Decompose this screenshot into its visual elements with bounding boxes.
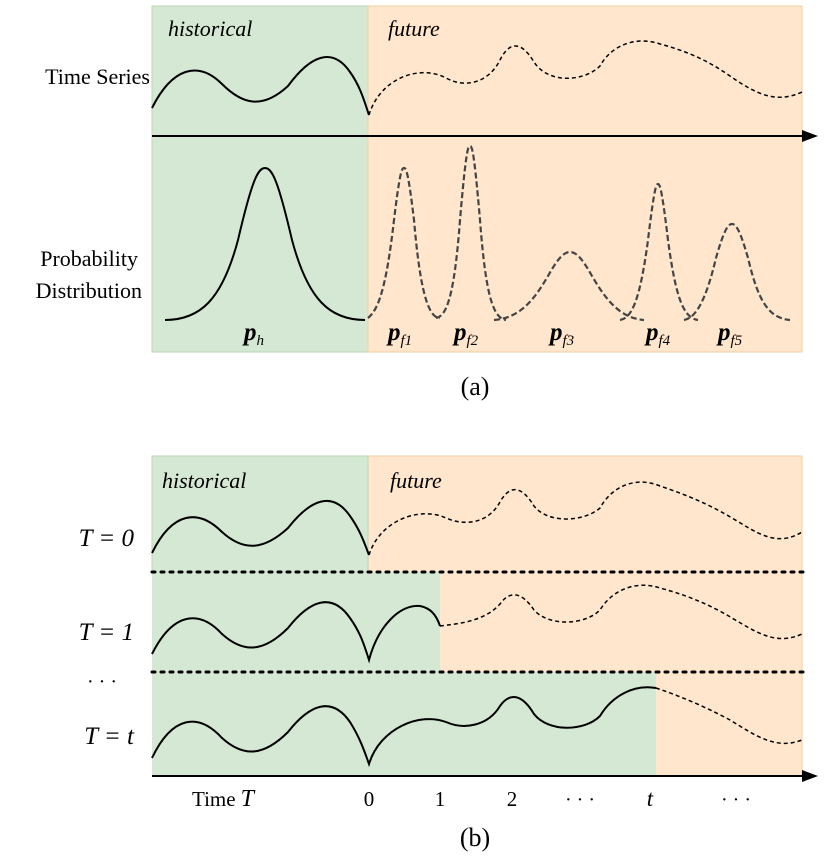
- row-t0-historical-series: [151, 499, 370, 556]
- row-label-t1: T = 1: [79, 619, 134, 646]
- panel-b-historical-region-t0: [151, 455, 369, 573]
- panel-a-future-region: [367, 5, 803, 353]
- dist-label-p-f5: pf5: [716, 319, 743, 349]
- axis-time-label: Time T: [192, 786, 256, 812]
- dist-curve-p-f3: [493, 250, 645, 322]
- dist-curve-p-f5: [683, 222, 791, 322]
- axis-tick-t: t: [647, 786, 654, 811]
- axis-tick-ellipsis-2: · · ·: [721, 789, 751, 811]
- panel-b-caption: (b): [460, 823, 490, 852]
- panel-a: historical future Time Series Probabilit…: [36, 5, 818, 401]
- row-tt-historical-series: [151, 686, 657, 768]
- panel-a-axis-arrowhead: [802, 130, 818, 142]
- panel-b-historical-region-t1: [152, 572, 440, 672]
- panel-b: historical future T = 0 T = 1 · · · T = …: [79, 455, 818, 852]
- panel-a-historical-region: [151, 5, 369, 353]
- panel-a-caption: (a): [461, 372, 490, 401]
- time-series-row-label: Time Series: [45, 64, 150, 89]
- dist-label-p-f3: pf3: [548, 319, 574, 349]
- dist-label-p-f1: pf1: [386, 319, 412, 349]
- dist-curve-p-f2: [435, 144, 507, 322]
- axis-tick-0: 0: [364, 787, 375, 811]
- dist-label-p-f4: pf4: [644, 319, 671, 349]
- dist-curve-p-f1: [367, 166, 441, 320]
- row-t1-future-series: [439, 584, 803, 640]
- axis-tick-1: 1: [435, 787, 446, 811]
- dist-curve-p-h: [164, 166, 366, 321]
- row-t0-future-series: [368, 481, 803, 556]
- dist-label-p-f2: pf2: [452, 319, 479, 349]
- axis-tick-ellipsis-1: · · ·: [565, 789, 595, 811]
- probability-row-label-line2: Distribution: [36, 278, 142, 303]
- dist-label-p-h: ph: [242, 319, 264, 349]
- panel-a-historical-label: historical: [168, 16, 252, 41]
- row-label-t0: T = 0: [79, 525, 135, 552]
- panel-b-historical-label: historical: [162, 468, 246, 493]
- row-label-tt: T = t: [84, 723, 135, 750]
- panel-b-axis-arrowhead: [802, 770, 818, 782]
- panel-a-future-series: [368, 40, 803, 116]
- dist-curve-p-f4: [619, 182, 699, 322]
- row-tt-future-series: [655, 687, 803, 745]
- row-t1-historical-series: [151, 601, 441, 664]
- row-ellipsis: · · ·: [87, 671, 117, 693]
- axis-tick-2: 2: [507, 787, 518, 811]
- panel-b-future-label: future: [390, 468, 442, 493]
- panel-a-historical-series: [151, 56, 370, 116]
- panel-a-future-label: future: [388, 16, 440, 41]
- probability-row-label-line1: Probability: [40, 246, 138, 271]
